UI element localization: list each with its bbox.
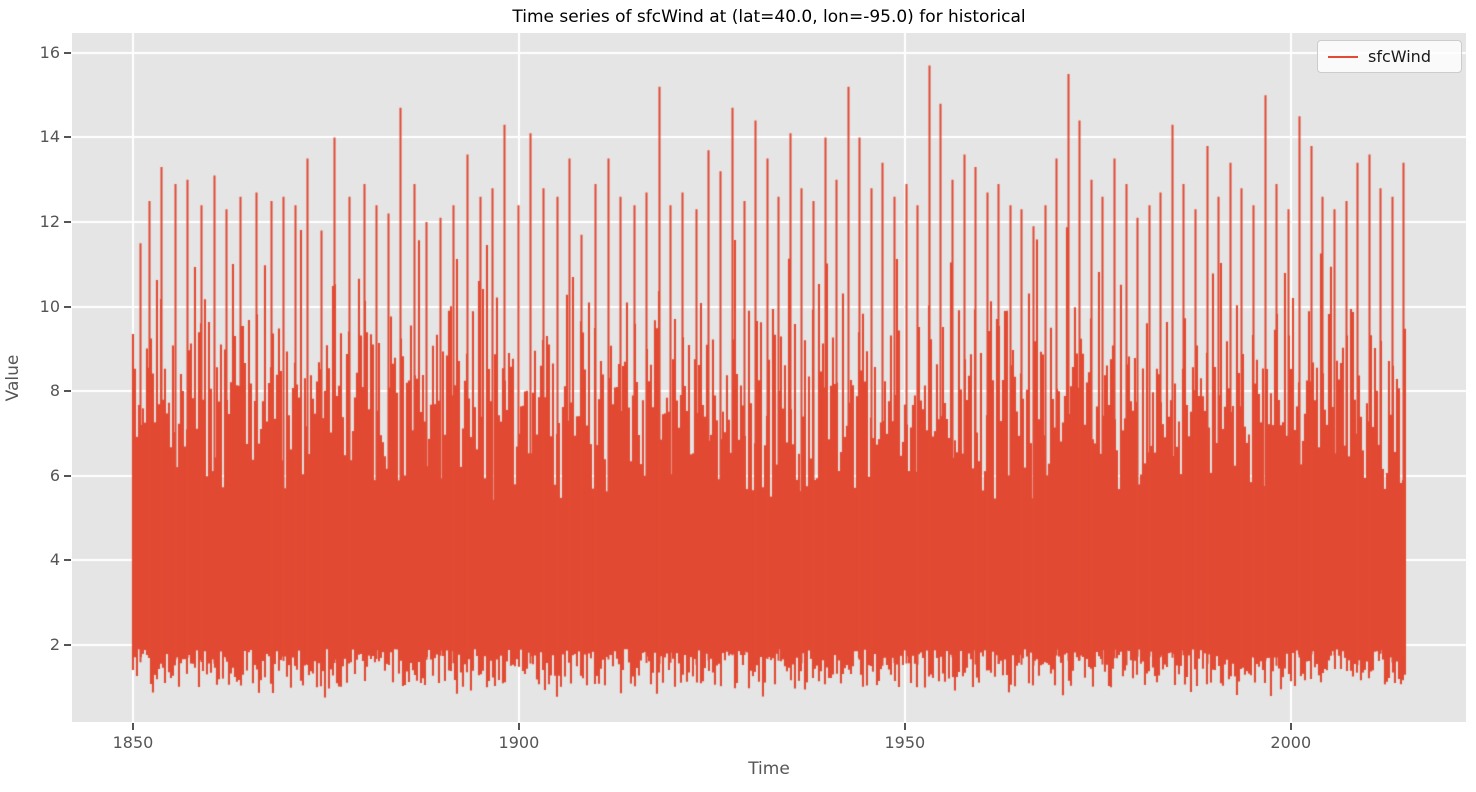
y-tick-label: 2 (49, 635, 60, 655)
x-tick-label: 2000 (1270, 733, 1312, 752)
y-tick-mark (64, 136, 71, 139)
legend-label: sfcWind (1368, 47, 1431, 66)
y-tick-label: 14 (39, 127, 60, 147)
timeseries-canvas (72, 33, 1466, 722)
x-tick-label: 1950 (884, 733, 926, 752)
x-axis-label: Time (748, 759, 790, 779)
y-tick-mark (64, 474, 71, 477)
legend: sfcWind (1317, 40, 1462, 73)
y-tick-mark (64, 559, 71, 562)
y-tick-mark (64, 644, 71, 647)
legend-line-sample (1328, 55, 1358, 58)
plot-area (72, 33, 1466, 722)
x-tick-mark (1289, 723, 1292, 730)
x-tick-label: 1850 (112, 733, 154, 752)
y-tick-label: 10 (39, 296, 60, 316)
y-tick-label: 6 (49, 465, 60, 485)
x-tick-mark (131, 723, 134, 730)
chart-title: Time series of sfcWind at (lat=40.0, lon… (512, 7, 1026, 27)
y-tick-label: 8 (49, 381, 60, 401)
y-tick-mark (64, 51, 71, 54)
x-tick-mark (903, 723, 906, 730)
y-tick-mark (64, 390, 71, 393)
y-tick-label: 4 (49, 550, 60, 570)
y-tick-label: 16 (39, 42, 60, 62)
y-axis-label: Value (3, 354, 23, 402)
y-tick-mark (64, 305, 71, 308)
y-tick-mark (64, 221, 71, 224)
x-tick-mark (517, 723, 520, 730)
y-tick-label: 12 (39, 212, 60, 232)
x-tick-label: 1900 (498, 733, 540, 752)
